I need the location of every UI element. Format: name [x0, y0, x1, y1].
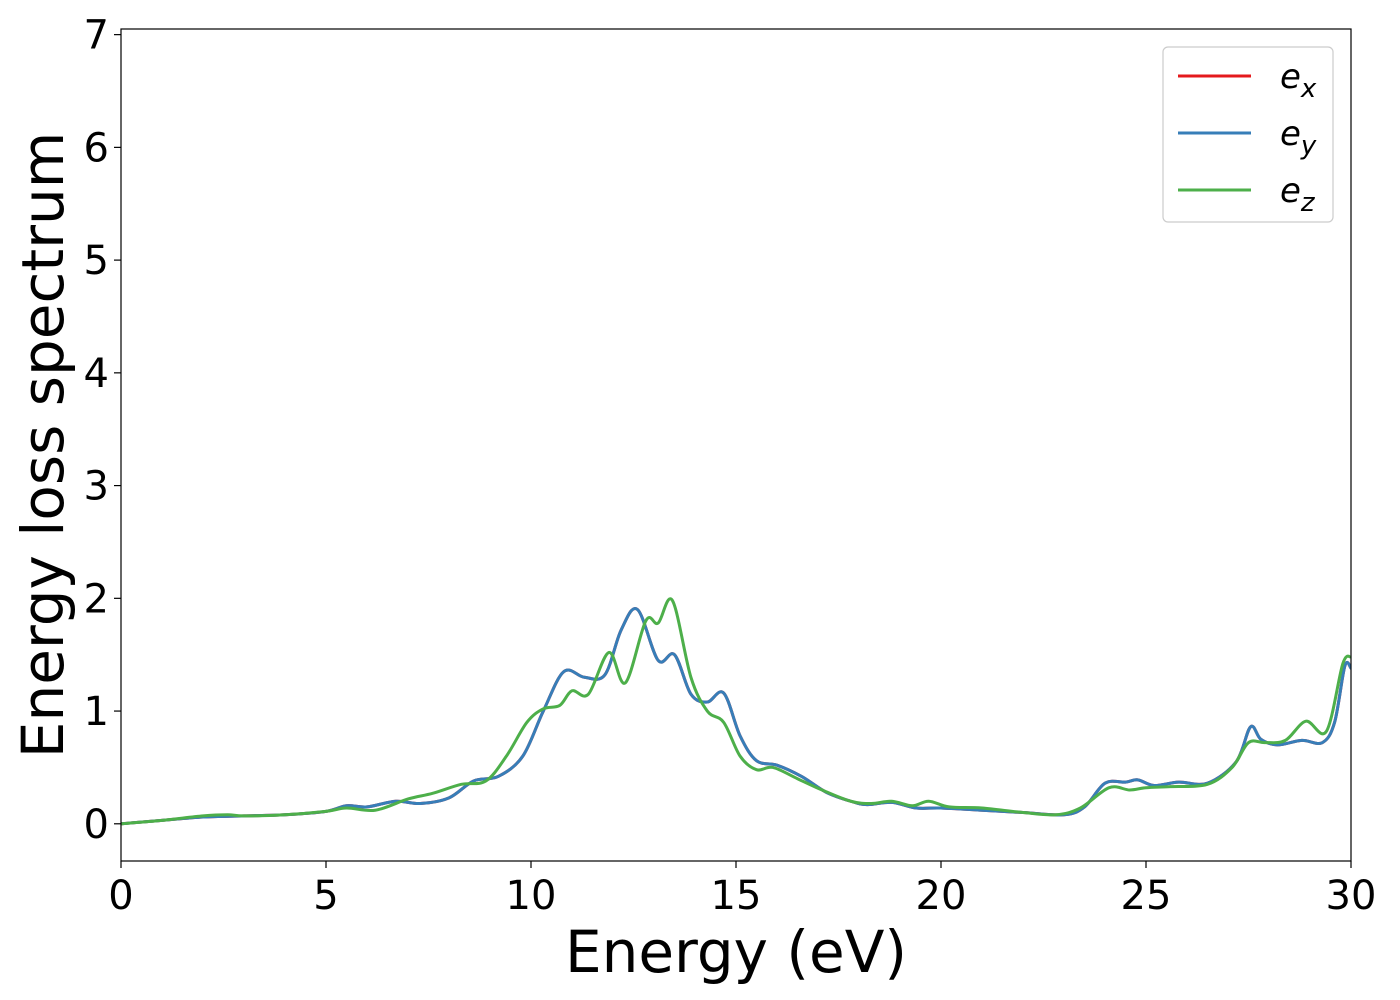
series-line-z — [121, 597, 1351, 826]
y-tick-label: 4 — [84, 351, 109, 397]
x-tick-label: 0 — [108, 873, 133, 919]
x-tick-label: 30 — [1326, 873, 1377, 919]
x-axis-label: Energy (eV) — [565, 918, 907, 986]
x-tick-label: 15 — [711, 873, 762, 919]
y-axis-label: Energy loss spectrum — [9, 132, 77, 758]
series-line-x — [121, 607, 1351, 826]
y-tick-label: 7 — [84, 13, 109, 59]
tick-layer: 0 5 10 15 20 25 30 0 1 2 3 4 5 6 7 — [84, 13, 1377, 919]
x-tick-label: 20 — [916, 873, 967, 919]
legend-label-y: ey — [1280, 114, 1317, 161]
legend: ex ey ez — [1162, 46, 1334, 223]
x-tick-label: 25 — [1121, 873, 1172, 919]
y-tick-label: 6 — [84, 125, 109, 171]
y-tick-label: 3 — [84, 464, 109, 510]
x-tick-label: 10 — [506, 873, 557, 919]
series-line-y — [121, 607, 1351, 826]
series-layer — [121, 597, 1351, 826]
legend-label-x: ex — [1280, 57, 1317, 104]
y-tick-label: 2 — [84, 576, 109, 622]
y-tick-label: 0 — [84, 802, 109, 848]
y-tick-label: 5 — [84, 238, 109, 284]
y-tick-label: 1 — [84, 689, 109, 735]
series-group — [121, 597, 1351, 826]
x-tick-label: 5 — [313, 873, 338, 919]
legend-label-z: ez — [1280, 171, 1316, 218]
